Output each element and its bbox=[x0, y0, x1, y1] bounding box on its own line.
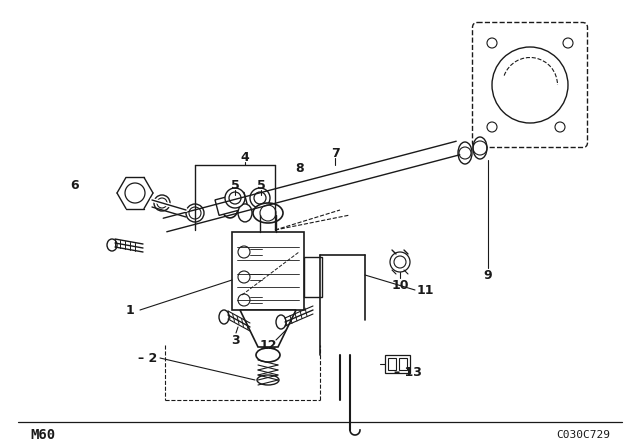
Text: 4: 4 bbox=[241, 151, 250, 164]
Text: 10: 10 bbox=[391, 279, 409, 292]
Polygon shape bbox=[240, 310, 296, 347]
Ellipse shape bbox=[257, 375, 279, 385]
Ellipse shape bbox=[250, 188, 270, 208]
Bar bbox=[399, 358, 407, 370]
Bar bbox=[304, 257, 322, 297]
Ellipse shape bbox=[219, 310, 229, 324]
Text: M60: M60 bbox=[30, 428, 55, 442]
Text: – 2: – 2 bbox=[138, 352, 157, 365]
Ellipse shape bbox=[256, 348, 280, 362]
Text: 3: 3 bbox=[232, 333, 240, 346]
Circle shape bbox=[238, 271, 250, 283]
Ellipse shape bbox=[276, 315, 286, 329]
Bar bbox=[385, 355, 410, 373]
Bar bbox=[232, 232, 304, 310]
Text: 8: 8 bbox=[296, 161, 304, 175]
Ellipse shape bbox=[253, 203, 283, 223]
Bar bbox=[215, 192, 248, 215]
Text: 9: 9 bbox=[484, 268, 492, 281]
Text: 12: 12 bbox=[259, 339, 276, 352]
Circle shape bbox=[390, 252, 410, 272]
Text: 6: 6 bbox=[70, 178, 79, 191]
Ellipse shape bbox=[154, 195, 170, 211]
Circle shape bbox=[238, 294, 250, 306]
Text: 5: 5 bbox=[257, 178, 266, 191]
Ellipse shape bbox=[238, 204, 252, 222]
Bar bbox=[388, 358, 396, 370]
Ellipse shape bbox=[222, 198, 238, 218]
Text: C030C729: C030C729 bbox=[556, 430, 610, 440]
Ellipse shape bbox=[225, 188, 245, 208]
Text: 1: 1 bbox=[125, 303, 134, 316]
Ellipse shape bbox=[458, 142, 472, 164]
Circle shape bbox=[125, 183, 145, 203]
Text: 5: 5 bbox=[230, 178, 239, 191]
Ellipse shape bbox=[107, 239, 117, 251]
Text: 7: 7 bbox=[331, 146, 339, 159]
Ellipse shape bbox=[473, 137, 487, 159]
Text: – 13: – 13 bbox=[394, 366, 422, 379]
Text: 11: 11 bbox=[416, 284, 434, 297]
Ellipse shape bbox=[186, 204, 204, 222]
Circle shape bbox=[238, 246, 250, 258]
